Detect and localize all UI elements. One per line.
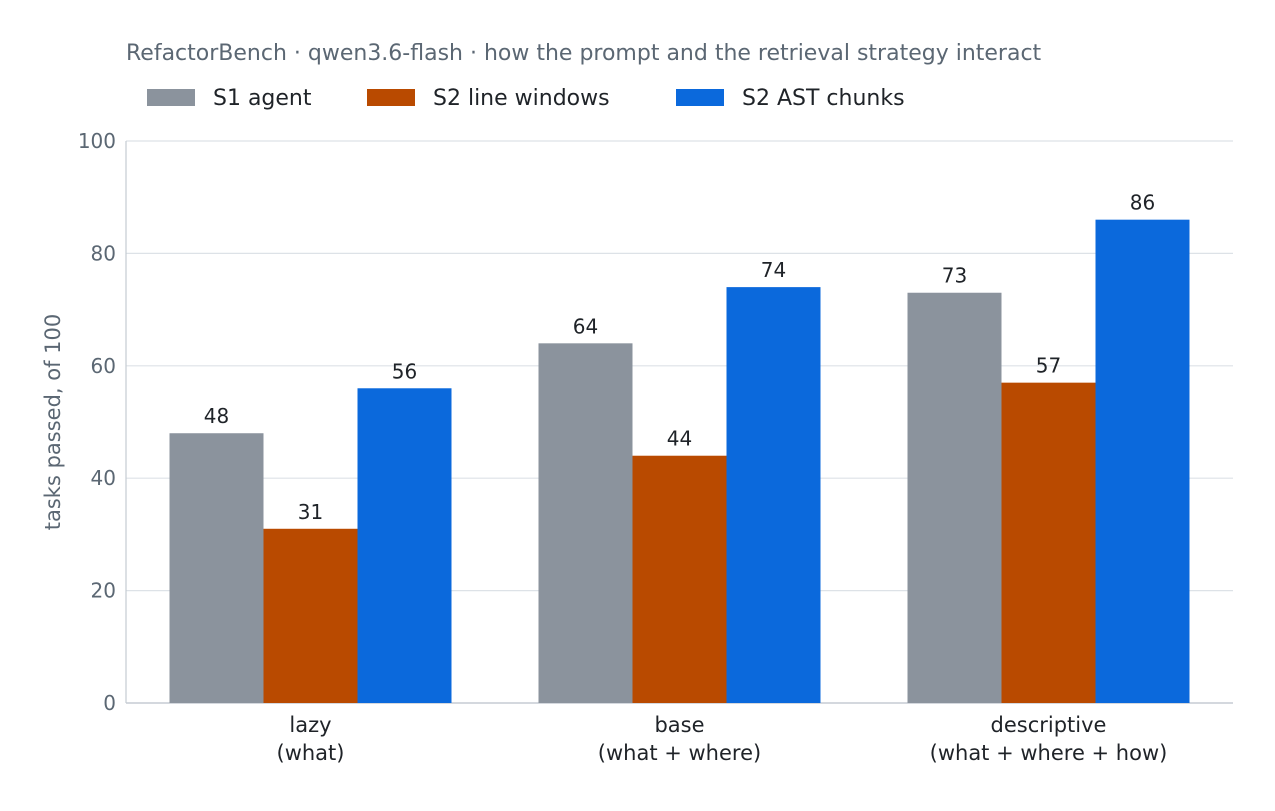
- bar: [538, 343, 633, 703]
- bar-value-labels: 48 31 56 64 44 74 73 57 86: [204, 191, 1155, 524]
- legend-label-s2-ast-chunks: S2 AST chunks: [742, 86, 905, 111]
- y-tick-label: 0: [103, 691, 116, 715]
- y-tick-label: 60: [91, 354, 116, 378]
- bar: [907, 292, 1002, 703]
- bar-value-label: 57: [1036, 354, 1061, 378]
- x-tick-label: (what + where): [598, 741, 761, 765]
- bar: [263, 528, 358, 703]
- y-tick-label: 80: [91, 241, 116, 265]
- bar-value-label: 31: [298, 500, 323, 524]
- y-axis-label: tasks passed, of 100: [41, 314, 65, 531]
- bar-value-label: 56: [392, 359, 417, 383]
- bars: [169, 219, 1190, 703]
- bar-value-label: 48: [204, 404, 229, 428]
- legend: S1 agent S2 line windows S2 AST chunks: [147, 86, 905, 111]
- bar-value-label: 86: [1130, 191, 1155, 215]
- bar: [169, 433, 264, 703]
- x-tick-label: (what): [277, 741, 345, 765]
- y-tick-label: 20: [91, 579, 116, 603]
- bar-value-label: 73: [942, 264, 967, 288]
- x-tick-label: base: [654, 713, 704, 737]
- bar: [726, 287, 821, 703]
- chart-title: RefactorBench · qwen3.6-flash · how the …: [126, 41, 1042, 66]
- x-tick-label: (what + where + how): [930, 741, 1168, 765]
- legend-swatch-s1-agent: [147, 89, 195, 106]
- legend-label-s2-line-windows: S2 line windows: [433, 86, 610, 111]
- bar-value-label: 44: [667, 427, 692, 451]
- bar: [357, 388, 452, 703]
- bar-value-label: 74: [761, 258, 786, 282]
- bar: [1095, 219, 1190, 703]
- y-axis-ticks: 0 20 40 60 80 100: [78, 129, 116, 715]
- bar: [1001, 382, 1096, 703]
- legend-swatch-s2-line-windows: [367, 89, 415, 106]
- x-axis-ticks: lazy (what) base (what + where) descriptive (…: [277, 713, 1168, 765]
- bar-value-label: 64: [573, 314, 598, 338]
- legend-swatch-s2-ast-chunks: [676, 89, 724, 106]
- y-tick-label: 100: [78, 129, 116, 153]
- x-tick-label: descriptive: [991, 713, 1107, 737]
- y-tick-label: 40: [91, 466, 116, 490]
- x-tick-label: lazy: [289, 713, 331, 737]
- legend-label-s1-agent: S1 agent: [213, 86, 312, 111]
- bar: [632, 455, 727, 703]
